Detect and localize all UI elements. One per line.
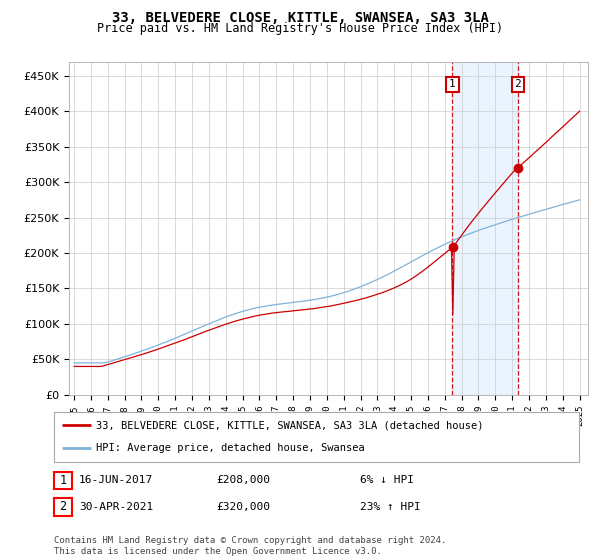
Text: 1: 1 [449, 80, 456, 89]
Text: £320,000: £320,000 [216, 502, 270, 512]
Bar [452, 62, 518, 395]
Text: 16-JUN-2017: 16-JUN-2017 [79, 475, 154, 486]
Text: Contains HM Land Registry data © Crown copyright and database right 2024.
This d: Contains HM Land Registry data © Crown c… [54, 536, 446, 556]
Text: 2: 2 [514, 80, 521, 89]
Text: 2: 2 [59, 500, 67, 514]
Text: HPI: Average price, detached house, Swansea: HPI: Average price, detached house, Swan… [96, 444, 365, 454]
Text: 30-APR-2021: 30-APR-2021 [79, 502, 154, 512]
Text: 6% ↓ HPI: 6% ↓ HPI [360, 475, 414, 486]
Text: 1: 1 [59, 474, 67, 487]
Text: 33, BELVEDERE CLOSE, KITTLE, SWANSEA, SA3 3LA: 33, BELVEDERE CLOSE, KITTLE, SWANSEA, SA… [112, 11, 488, 25]
Text: £208,000: £208,000 [216, 475, 270, 486]
Text: 23% ↑ HPI: 23% ↑ HPI [360, 502, 421, 512]
Text: 33, BELVEDERE CLOSE, KITTLE, SWANSEA, SA3 3LA (detached house): 33, BELVEDERE CLOSE, KITTLE, SWANSEA, SA… [96, 420, 484, 430]
Text: Price paid vs. HM Land Registry's House Price Index (HPI): Price paid vs. HM Land Registry's House … [97, 22, 503, 35]
